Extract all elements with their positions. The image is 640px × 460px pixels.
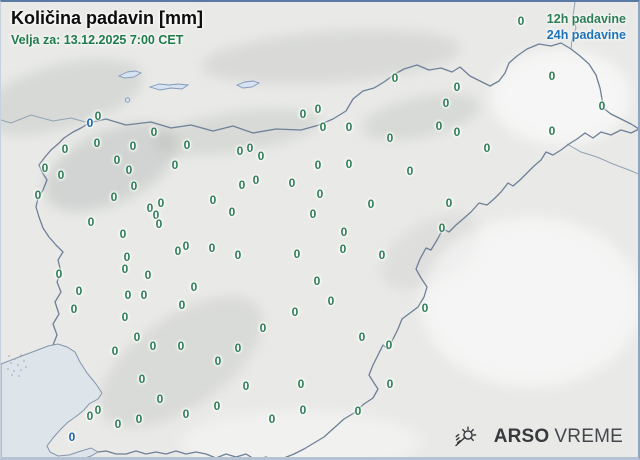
legend-item-12h[interactable]: 12h padavine bbox=[546, 12, 626, 26]
brand-agency: ARSO bbox=[493, 426, 550, 447]
foreign-borders bbox=[1, 2, 638, 175]
slovenia-border bbox=[35, 42, 638, 457]
legend: 12h padavine 24h padavine bbox=[547, 11, 626, 43]
adriatic-sea bbox=[1, 343, 103, 457]
arso-vreme-logo[interactable]: ARSO VREME bbox=[453, 426, 623, 448]
map-header: Količina padavin [mm] Velja za: 13.12.20… bbox=[11, 8, 203, 47]
brand-product: VREME bbox=[554, 426, 623, 447]
terrain-shading bbox=[1, 29, 638, 457]
map-subtitle: Velja za: 13.12.2025 7:00 CET bbox=[11, 32, 184, 47]
urban-texture-dots bbox=[7, 354, 27, 377]
lakes bbox=[117, 70, 261, 103]
brand-text: ARSO VREME bbox=[494, 426, 623, 448]
legend-item-24h[interactable]: 24h padavine bbox=[546, 28, 626, 42]
sun-weather-icon bbox=[455, 426, 477, 447]
page-title: Količina padavin [mm] bbox=[11, 8, 204, 28]
